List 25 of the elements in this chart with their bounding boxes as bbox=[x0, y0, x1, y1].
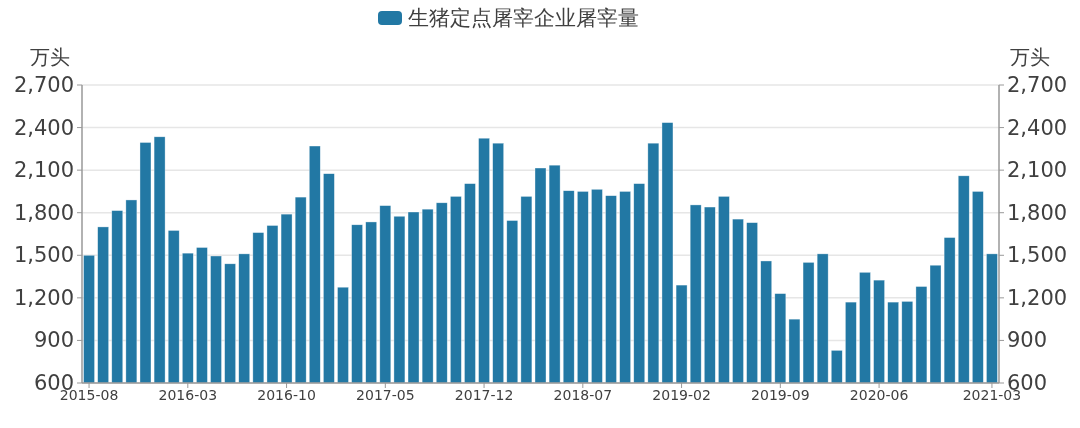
y2-tick-label: 1,500 bbox=[1007, 243, 1068, 268]
x-tick-label: 2016-03 bbox=[158, 387, 218, 403]
y-axis-title: 万头 bbox=[30, 45, 70, 69]
x-tick-label: 2016-10 bbox=[257, 387, 316, 403]
x-tick-label: 2019-02 bbox=[652, 387, 711, 403]
y2-tick-label: 900 bbox=[1007, 328, 1048, 353]
y2-tick-label: 1,200 bbox=[1007, 285, 1068, 310]
y-tick-label: 1,200 bbox=[13, 285, 74, 310]
y2-tick-label: 2,400 bbox=[1007, 115, 1068, 140]
x-tick-label: 2019-09 bbox=[751, 387, 810, 403]
y-tick-label: 2,700 bbox=[13, 73, 74, 97]
y-tick-label: 1,800 bbox=[13, 200, 74, 225]
y2-tick-label: 2,700 bbox=[1007, 73, 1068, 97]
y-tick-label: 2,100 bbox=[13, 158, 74, 183]
y-tick-label: 900 bbox=[33, 328, 74, 353]
x-tick-label: 2017-05 bbox=[356, 387, 415, 403]
legend: 生猪定点屠宰企业屠宰量 bbox=[378, 6, 639, 30]
y-tick-label: 1,500 bbox=[13, 243, 74, 268]
y-tick-label: 2,400 bbox=[13, 115, 74, 140]
x-tick-label: 2017-12 bbox=[454, 387, 514, 403]
y2-axis-title: 万头 bbox=[1010, 45, 1050, 69]
x-tick-label: 2020-06 bbox=[849, 387, 909, 403]
x-tick-label: 2018-07 bbox=[553, 387, 613, 403]
y2-tick-label: 2,100 bbox=[1007, 158, 1068, 183]
y2-tick-label: 1,800 bbox=[1007, 200, 1068, 225]
